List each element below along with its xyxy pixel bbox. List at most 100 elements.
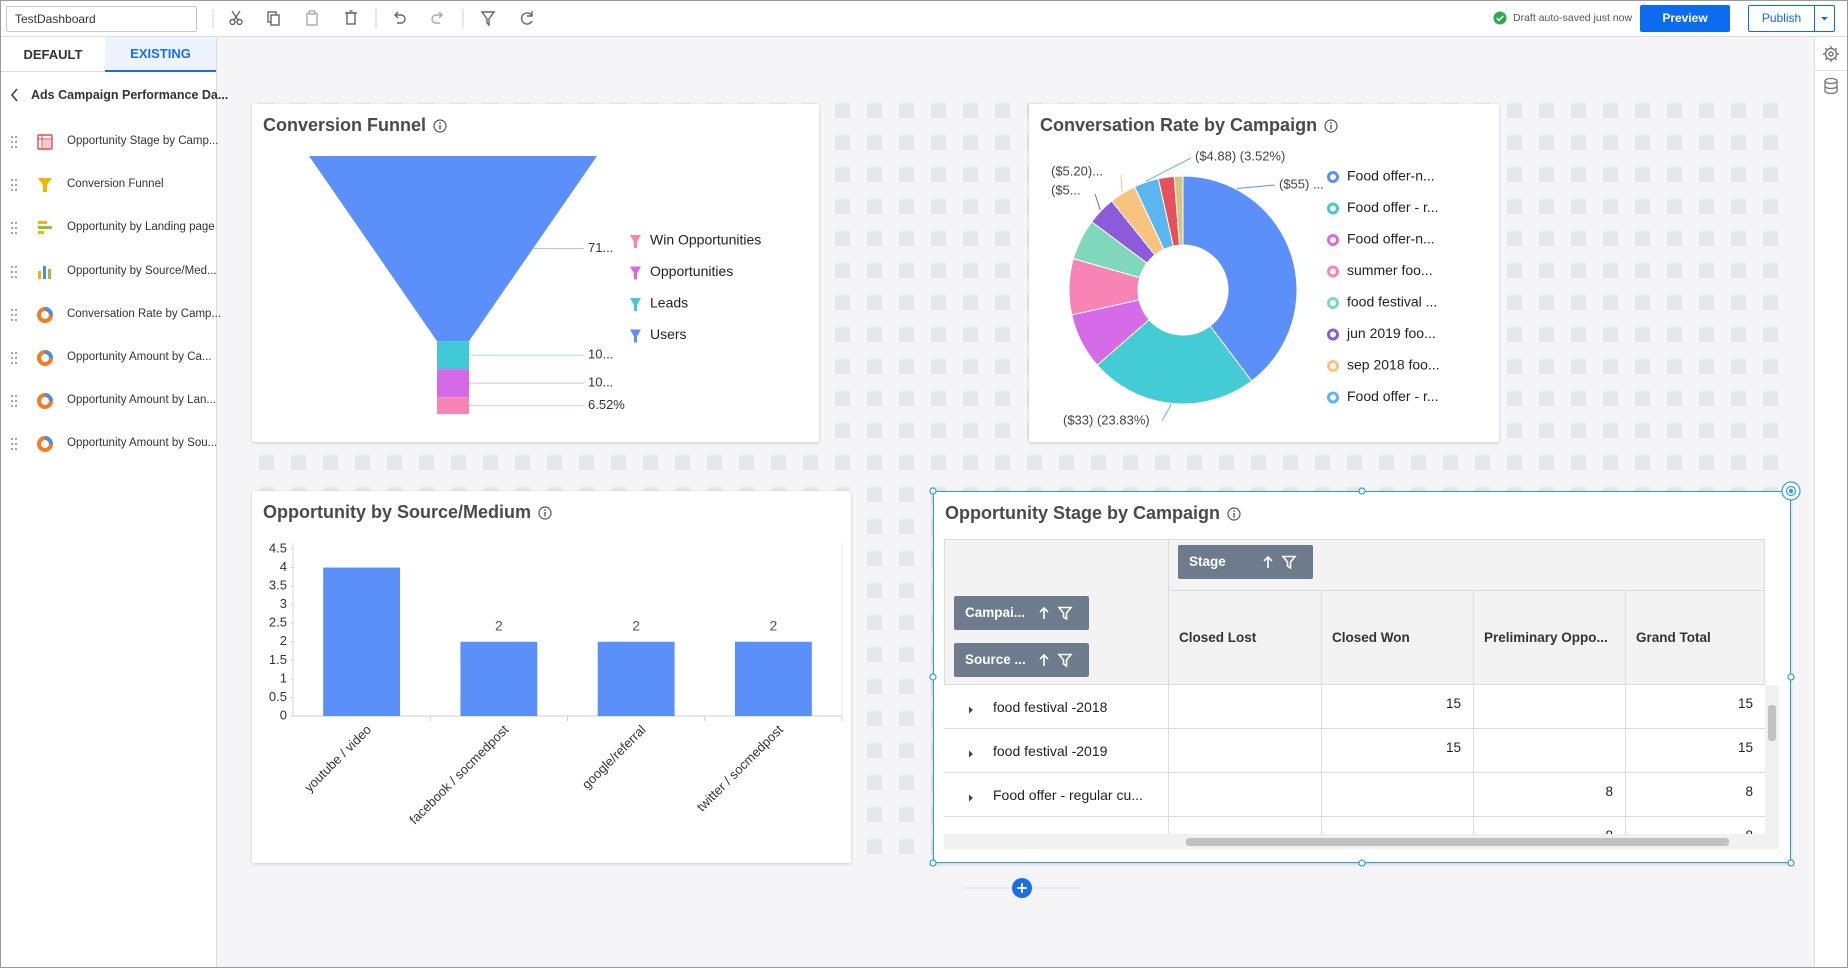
info-icon[interactable] [538,505,552,520]
expand-icon[interactable] [966,749,976,759]
sidebar-item-label: Conversion Funnel [67,178,164,191]
info-icon[interactable] [433,118,447,133]
field-chip-label: Campai... [965,605,1026,620]
chip-icons[interactable] [1262,555,1302,569]
delete-icon[interactable] [345,10,357,25]
expand-toggle[interactable] [966,702,976,715]
x-tick-label: facebook / socmedpost [406,722,511,827]
row-divider [944,816,1765,817]
field-chip[interactable]: Stage [1178,545,1313,579]
sidebar-item[interactable]: Opportunity Amount by Lan... [1,389,216,413]
horizontal-scroll-thumb[interactable] [1186,838,1729,846]
legend-label: Food offer - r... [1347,388,1439,404]
resize-handle[interactable] [1787,673,1795,681]
widget-stage-pivot[interactable]: Opportunity Stage by Campaign Stage Campa… [929,481,1801,867]
resize-handle[interactable] [929,487,937,495]
undo-icon[interactable] [394,11,406,24]
copy-icon[interactable] [267,11,280,26]
widget-source-medium[interactable]: 0 0.5 1 1.5 2 2.5 3 3.5 4 4.5 youtube / video 2 face… [252,491,851,863]
resize-handle[interactable] [1358,487,1366,495]
sidebar-item[interactable]: Opportunity Amount by Ca... [1,346,216,370]
saved-check-icon [1493,11,1507,25]
widget-settings-icon[interactable] [1781,481,1801,501]
resize-handle[interactable] [929,673,937,681]
widget-type-icon [38,221,52,235]
drag-handle[interactable] [10,308,18,322]
data-label: 10... [588,375,613,390]
y-tick-label: 2 [280,633,287,648]
legend-label: Win Opportunities [650,232,761,248]
resize-handle[interactable] [1358,859,1366,867]
field-chip[interactable]: Source ... [954,643,1089,677]
publish-button[interactable]: Publish [1748,5,1815,32]
expand-toggle[interactable] [966,790,976,803]
drag-handle[interactable] [10,178,18,192]
legend-label: jun 2019 foo... [1346,325,1436,341]
publish-dropdown[interactable] [1814,5,1835,32]
add-widget [961,878,1081,898]
field-chip-label: Source ... [965,652,1026,667]
cut-icon[interactable] [229,10,243,26]
info-icon[interactable] [1324,118,1338,133]
donut-slice [1173,175,1184,246]
add-widget-button[interactable] [1012,878,1032,898]
info-icon[interactable] [1227,506,1241,521]
drag-handle[interactable] [10,265,18,279]
sidebar-item[interactable]: Conversion Funnel [1,173,216,197]
donut-slice [1182,175,1298,382]
tab-existing[interactable]: EXISTING [105,37,216,72]
refresh-icon[interactable] [520,11,533,25]
sidebar-title: Ads Campaign Performance Da... [31,88,229,102]
settings-icon[interactable] [1822,45,1840,63]
tab-default[interactable]: DEFAULT [1,37,105,72]
expand-icon[interactable] [966,793,976,803]
sidebar: DEFAULT EXISTING Ads Campaign Performanc… [1,37,228,967]
y-tick-label: 4.5 [269,540,287,555]
row-header: food festival -2019 [993,743,1108,759]
dashboard-name-input[interactable]: TestDashboard [6,6,197,32]
data-label: ($55) ... [1279,176,1324,191]
data-label: 10... [588,347,613,362]
data-label: 2 [495,617,503,633]
drag-handle[interactable] [10,394,18,408]
drag-handle[interactable] [10,135,18,149]
widget-type-icon [37,306,53,323]
widget-conversation-rate[interactable]: ($55) ... ($33) (23.83%) ($5... ($5.20)... (… [1029,104,1499,442]
paste-icon[interactable] [306,10,318,26]
chip-icons[interactable] [1038,653,1078,667]
cell-value: 15 [1445,696,1461,711]
data-label: 2 [632,617,640,633]
widget-type-icon [37,134,53,150]
back-icon[interactable] [9,87,21,103]
chip-icons[interactable] [1038,606,1078,620]
drag-handle[interactable] [10,221,18,235]
y-tick-label: 2.5 [269,615,287,630]
expand-toggle[interactable] [966,746,976,759]
sidebar-item[interactable]: Opportunity by Source/Med... [1,260,217,284]
sidebar-item[interactable]: Opportunity Stage by Camp... [1,130,219,154]
sidebar-item[interactable]: Opportunity Amount by Sou... [1,432,217,456]
legend-label: sep 2018 foo... [1347,357,1440,373]
field-chip[interactable]: Campai... [954,596,1089,630]
leader-line [1161,404,1172,422]
preview-button[interactable]: Preview [1640,5,1730,32]
donut-chart: ($55) ... ($33) (23.83%) ($5... ($5.20)... (… [1051,148,1440,427]
funnel-segment [437,369,469,398]
widget-conversion-funnel[interactable]: 71... 10... 10... 6.52% Win Opportunities Opp… [252,104,819,442]
toolbar-icons [212,9,533,28]
resize-handle[interactable] [1787,859,1795,867]
legend-label: Leads [650,295,688,311]
legend-icon [630,329,641,343]
leader-line [1094,193,1101,211]
vertical-scroll-thumb[interactable] [1768,705,1776,741]
drag-handle[interactable] [10,437,18,451]
sidebar-item-label: Opportunity Stage by Camp... [67,135,219,147]
sidebar-item[interactable]: Conversation Rate by Camp... [1,303,221,327]
resize-handle[interactable] [929,859,937,867]
redo-icon[interactable] [431,11,443,24]
data-source-icon[interactable] [1823,77,1839,95]
sidebar-item[interactable]: Opportunity by Landing page [1,216,216,240]
drag-handle[interactable] [10,351,18,365]
filter-icon[interactable] [480,11,496,27]
expand-icon[interactable] [966,705,976,715]
